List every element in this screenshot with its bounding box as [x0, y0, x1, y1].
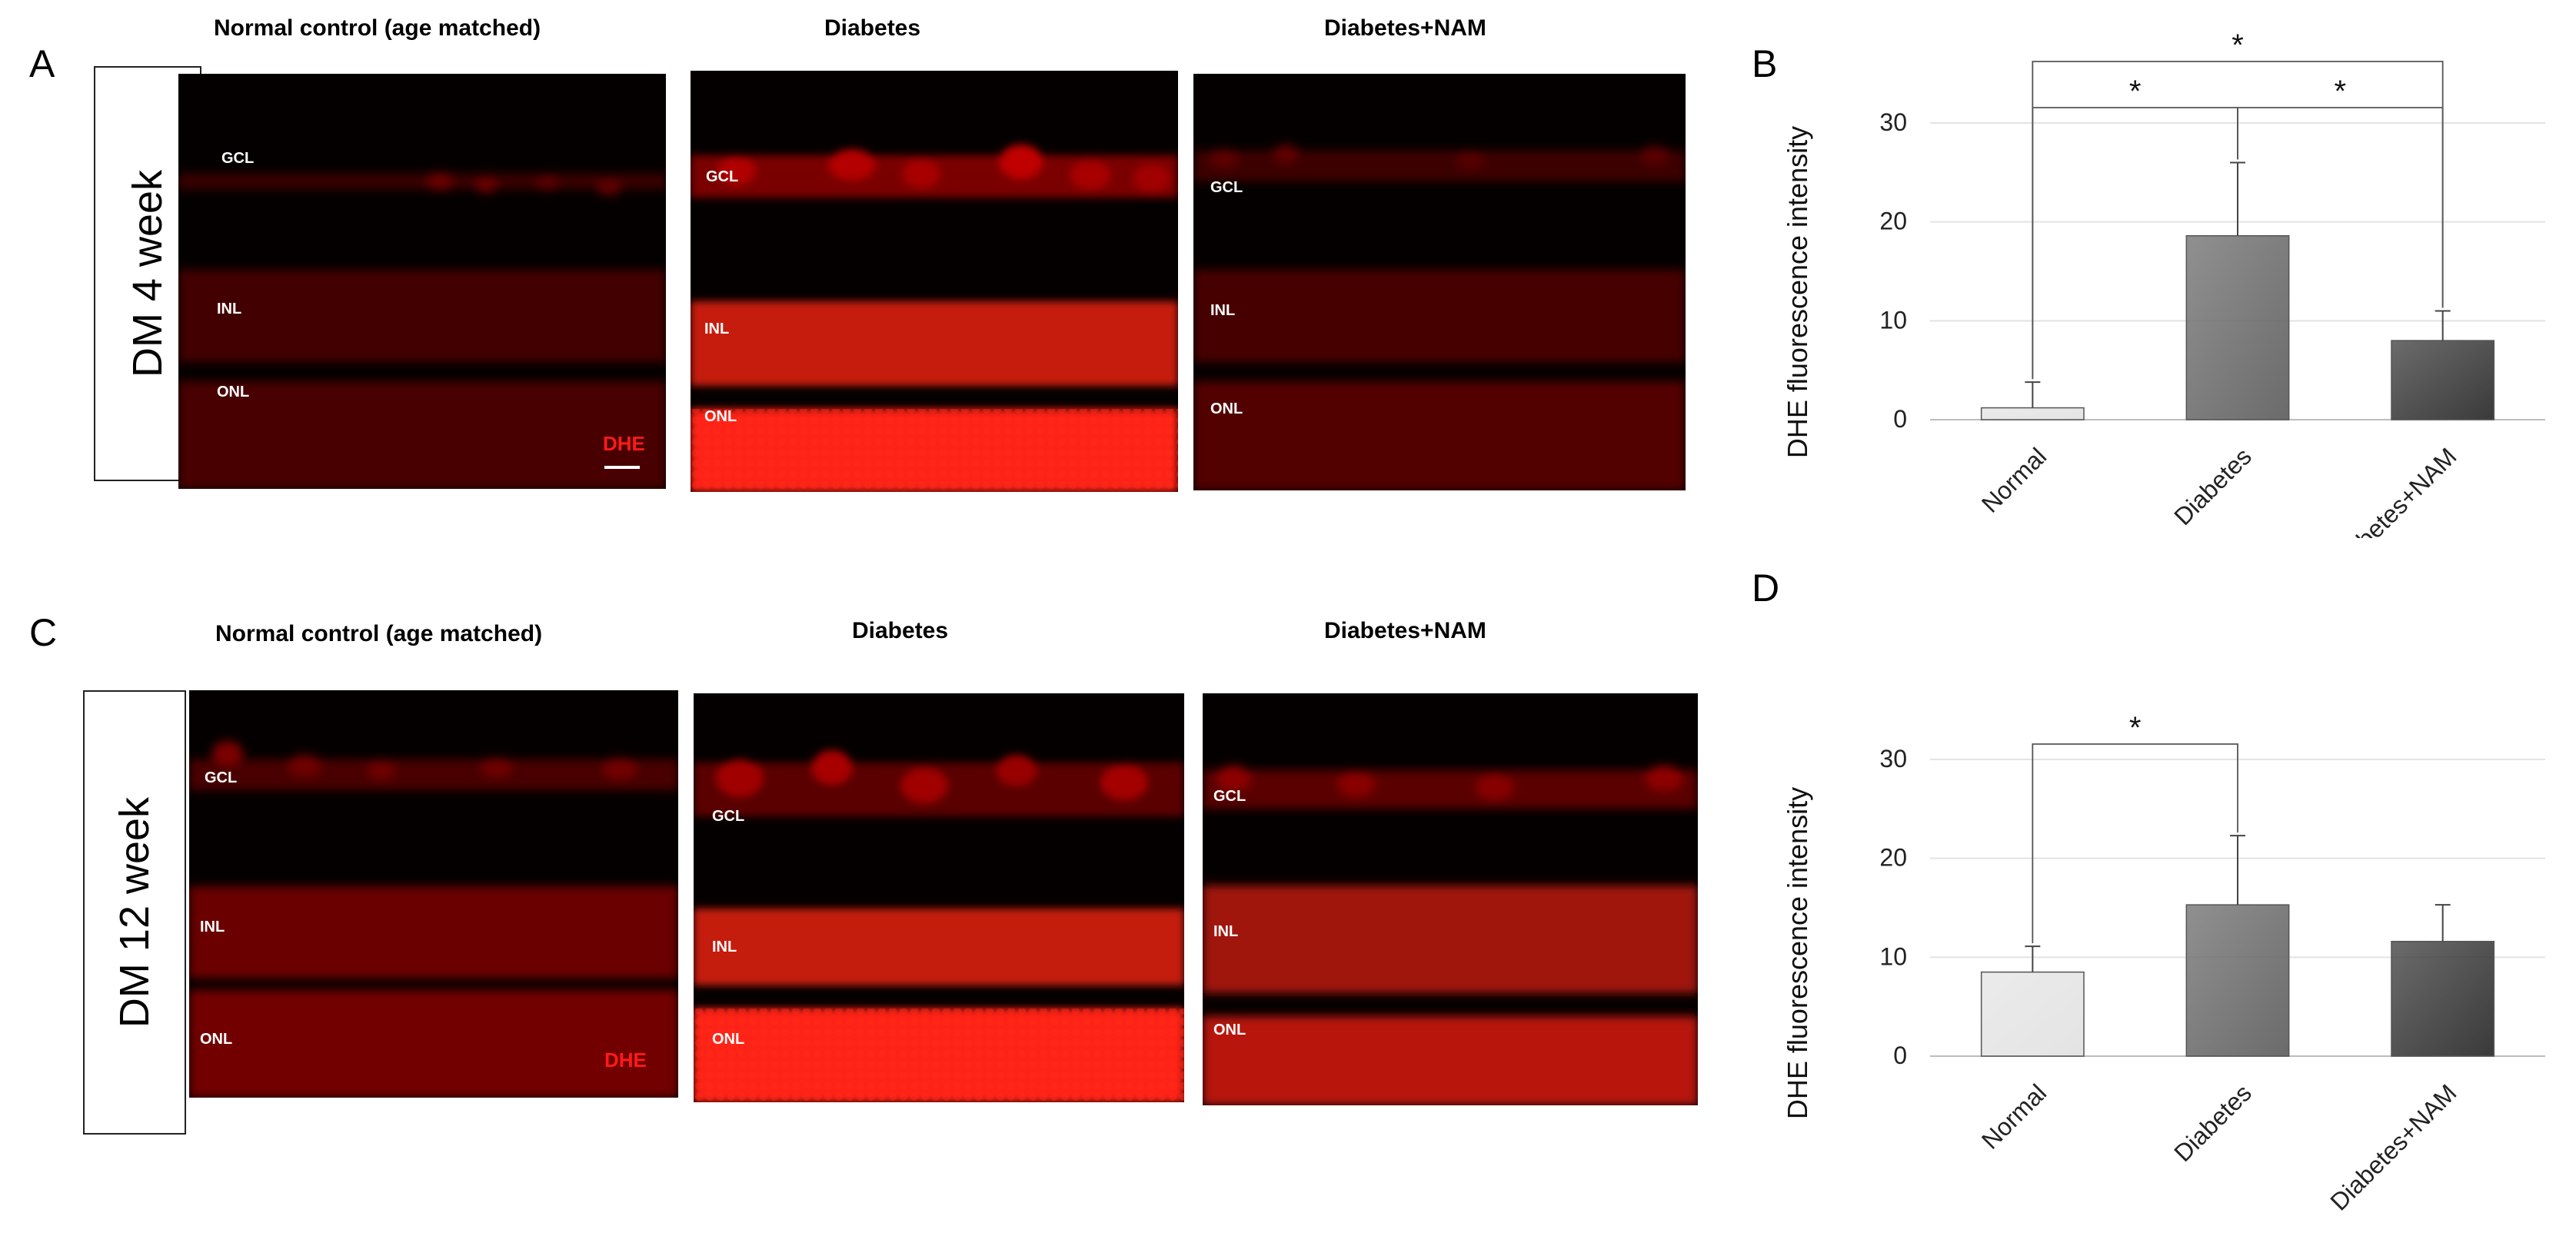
layer-label-inl: INL	[1213, 923, 1239, 940]
layer-label-inl: INL	[704, 321, 730, 337]
layer-label-onl: ONL	[704, 408, 737, 425]
layer-label-onl: ONL	[200, 1031, 233, 1048]
bar	[1980, 971, 2085, 1057]
significance-marker: *	[2335, 75, 2347, 108]
stain-label-dhe: DHE	[604, 1048, 647, 1072]
row-label-dm-12-week: DM 12 week	[83, 690, 186, 1135]
micrograph-image	[178, 74, 666, 489]
significance-bracket	[2032, 743, 2238, 944]
chart-d: 0 10 20 30 DHE fluorescence intensity Normal D…	[1761, 676, 2576, 1242]
layer-label-onl: ONL	[1210, 400, 1243, 417]
layer-label-inl: INL	[200, 919, 225, 935]
micrograph-a-diabetes: GCL INL ONL	[691, 71, 1178, 492]
chart-b-svg: 0 10 20 30 DHE fluorescence intensity Normal D…	[1782, 28, 2545, 580]
row-label-text: DM 4 week	[125, 169, 171, 378]
layer-label-onl: ONL	[712, 1031, 745, 1048]
y-tick-label: 0	[1893, 405, 1907, 433]
x-tick-label: Normal	[1976, 1078, 2052, 1154]
y-axis-label: DHE fluorescence intensity	[1782, 126, 1813, 458]
layer-label-inl: INL	[712, 939, 737, 955]
y-tick-label: 20	[1879, 208, 1907, 235]
micrograph-c-diabetes-nam: GCL INL ONL	[1203, 693, 1698, 1105]
y-tick-label: 20	[1879, 844, 1907, 872]
significance-marker: *	[2232, 31, 2244, 62]
y-axis-label: DHE fluorescence intensity	[1782, 787, 1813, 1119]
micrograph-image	[1193, 74, 1686, 490]
column-title-diabetes-nam: Diabetes+NAM	[1324, 15, 1486, 41]
x-tick-label: Normal	[1976, 442, 2052, 517]
column-title-normal: Normal control (age matched)	[214, 15, 541, 41]
chart-d-svg: 0 10 20 30 DHE fluorescence intensity Normal D…	[1782, 711, 2545, 1216]
micrograph-a-normal: GCL INL ONL DHE	[178, 74, 666, 489]
layer-label-inl: INL	[1210, 302, 1236, 319]
bar	[1980, 407, 2085, 420]
micrograph-image	[694, 693, 1184, 1102]
micrograph-c-normal: GCL INL ONL DHE	[189, 690, 678, 1098]
y-tick-label: 10	[1879, 306, 1907, 334]
layer-label-gcl: GCL	[1213, 788, 1246, 805]
x-tick-label: Diabetes	[2168, 442, 2257, 530]
y-tick-label: 30	[1879, 745, 1907, 773]
micrograph-image	[1203, 693, 1698, 1105]
scale-bar	[604, 466, 640, 469]
chart-b: 0 10 20 30 DHE fluorescence intensity Normal D…	[1761, 28, 2576, 580]
significance-marker: *	[2129, 711, 2142, 745]
panel-letter-b: B	[1752, 42, 1778, 85]
layer-label-gcl: GCL	[1210, 179, 1243, 196]
layer-label-onl: ONL	[217, 384, 250, 400]
panel-letter-d: D	[1752, 567, 1780, 610]
layer-label-gcl: GCL	[221, 150, 255, 167]
x-tick-label: Diabetes+NAM	[2325, 1078, 2461, 1215]
micrograph-image	[691, 71, 1178, 492]
significance-bracket	[2032, 61, 2444, 380]
bar	[2185, 904, 2290, 1057]
micrograph-a-diabetes-nam: GCL INL ONL	[1193, 74, 1686, 490]
layer-label-gcl: GCL	[205, 769, 238, 786]
layer-label-gcl: GCL	[712, 808, 745, 825]
column-title-diabetes: Diabetes	[824, 15, 921, 41]
row-label-text: DM 12 week	[111, 796, 158, 1028]
micrograph-c-diabetes: GCL INL ONL	[694, 693, 1184, 1102]
layer-label-onl: ONL	[1213, 1022, 1246, 1038]
bar	[2391, 340, 2495, 420]
layer-label-inl: INL	[217, 301, 242, 317]
panel-letter-a: A	[29, 42, 55, 85]
column-title-normal: Normal control (age matched)	[215, 621, 543, 646]
column-title-diabetes: Diabetes	[852, 618, 949, 643]
significance-marker: *	[2129, 75, 2142, 108]
x-tick-label: Diabetes+NAM	[2325, 442, 2461, 538]
micrograph-image	[189, 690, 678, 1098]
x-tick-label: Diabetes	[2168, 1078, 2257, 1167]
panel-letter-c: C	[29, 611, 58, 654]
bar	[2391, 940, 2495, 1057]
y-tick-label: 10	[1879, 942, 1907, 970]
y-tick-label: 0	[1893, 1042, 1907, 1069]
column-title-diabetes-nam: Diabetes+NAM	[1324, 618, 1486, 643]
layer-label-gcl: GCL	[706, 168, 739, 185]
y-tick-label: 30	[1879, 108, 1907, 136]
stain-label-dhe: DHE	[603, 432, 645, 455]
bar	[2185, 234, 2290, 420]
